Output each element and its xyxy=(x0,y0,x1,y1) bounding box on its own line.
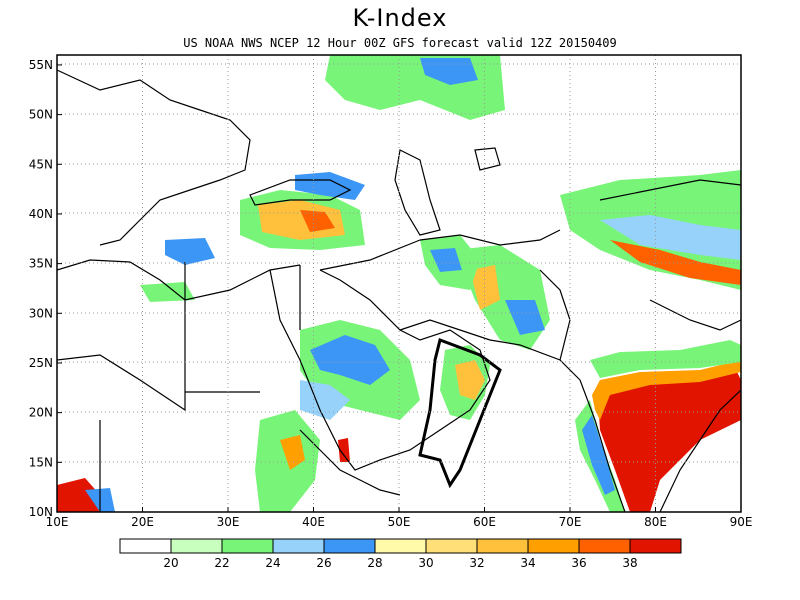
k-index-region-oman-orange xyxy=(455,360,485,400)
k-index-field xyxy=(57,55,741,512)
y-tick-label: 55N xyxy=(29,58,53,72)
legend-swatch xyxy=(476,538,529,554)
x-tick-label: 10E xyxy=(46,515,69,529)
map-gridlines xyxy=(57,55,741,512)
x-tick-label: 80E xyxy=(644,515,667,529)
legend-colorbar: 20 22 24 26 28 30 32 34 36 38 xyxy=(119,538,682,570)
legend-label: 28 xyxy=(367,556,382,570)
y-tick-label: 35N xyxy=(29,257,53,271)
k-index-region-himalaya-blue xyxy=(600,215,741,260)
k-index-region-iran-blue xyxy=(430,248,462,272)
y-tick-label: 30N xyxy=(29,306,53,320)
map-subtitle: US NOAA NWS NCEP 12 Hour 00Z GFS forecas… xyxy=(183,36,617,50)
k-index-region-caucasus-blue xyxy=(295,172,365,200)
legend-swatch xyxy=(272,538,325,554)
y-tick-label: 45N xyxy=(29,157,53,171)
k-index-region-north-blue xyxy=(420,58,478,85)
legend-swatch xyxy=(170,538,223,554)
legend-swatch xyxy=(119,538,172,554)
k-index-region-himalaya-orange xyxy=(610,240,741,285)
y-tick-label: 50N xyxy=(29,108,53,122)
k-index-region-india-orange xyxy=(592,360,741,420)
y-tick-label: 20N xyxy=(29,406,53,420)
legend-label: 20 xyxy=(163,556,178,570)
x-tick-label: 70E xyxy=(559,515,582,529)
y-tick-label: 25N xyxy=(29,356,53,370)
legend-label: 22 xyxy=(214,556,229,570)
x-axis: 10E 20E 30E 40E 50E 60E 70E 80E 90E xyxy=(46,507,753,529)
legend-label: 26 xyxy=(316,556,331,570)
x-tick-label: 30E xyxy=(217,515,240,529)
legend-label: 34 xyxy=(520,556,535,570)
x-tick-label: 40E xyxy=(302,515,325,529)
x-tick-label: 90E xyxy=(730,515,753,529)
k-index-region-turkey-orange xyxy=(258,200,345,240)
k-index-region-east-africa-orange xyxy=(280,435,305,470)
k-index-region-pakistan-blue xyxy=(505,300,545,335)
legend-swatch xyxy=(527,538,580,554)
y-tick-label: 15N xyxy=(29,455,53,469)
y-tick-label: 10N xyxy=(29,505,53,519)
k-index-region-india-red xyxy=(598,368,741,512)
k-index-region-east-africa-red xyxy=(338,438,350,462)
k-index-region-aegean-blue xyxy=(165,238,215,265)
legend-swatch xyxy=(629,538,682,554)
legend-label: 36 xyxy=(571,556,586,570)
legend-label: 32 xyxy=(469,556,484,570)
k-index-region-west-africa-red xyxy=(57,478,100,512)
legend-swatch xyxy=(578,538,631,554)
k-index-region-turkey-red xyxy=(300,210,335,232)
k-index-region-india-north-green xyxy=(590,340,741,378)
legend-swatch xyxy=(425,538,478,554)
k-index-region-arabia-blue xyxy=(310,335,390,385)
x-tick-label: 60E xyxy=(473,515,496,529)
y-axis: 55N 50N 45N 40N 35N 30N 25N 20N 15N 10N xyxy=(29,58,62,519)
legend-swatch xyxy=(374,538,427,554)
k-index-region-india-west-coast-blue xyxy=(582,415,615,495)
map-coastlines xyxy=(57,69,741,512)
y-tick-label: 40N xyxy=(29,207,53,221)
legend-label: 38 xyxy=(622,556,637,570)
legend-label: 24 xyxy=(265,556,280,570)
map-title: K-Index xyxy=(352,4,448,32)
x-tick-label: 50E xyxy=(388,515,411,529)
legend-swatch xyxy=(221,538,274,554)
legend-label: 30 xyxy=(418,556,433,570)
legend-swatch xyxy=(323,538,376,554)
x-tick-label: 20E xyxy=(131,515,154,529)
